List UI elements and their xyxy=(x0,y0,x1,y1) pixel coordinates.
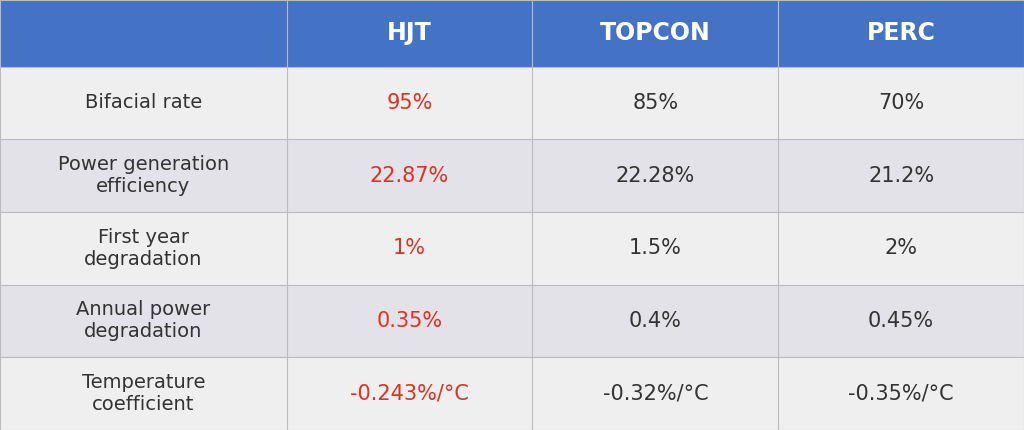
Bar xyxy=(532,212,778,285)
Text: 70%: 70% xyxy=(878,93,925,113)
Text: 22.28%: 22.28% xyxy=(615,166,695,186)
Bar xyxy=(287,139,532,212)
Bar xyxy=(532,357,778,430)
Text: 0.45%: 0.45% xyxy=(868,311,934,331)
Text: -0.35%/°C: -0.35%/°C xyxy=(848,384,954,404)
Bar xyxy=(287,357,532,430)
Bar xyxy=(778,139,1024,212)
Text: TOPCON: TOPCON xyxy=(600,22,711,45)
Bar xyxy=(0,67,287,139)
Bar xyxy=(778,357,1024,430)
Bar xyxy=(0,0,287,67)
Text: First year
degradation: First year degradation xyxy=(84,228,203,269)
Bar xyxy=(0,357,287,430)
Text: 0.35%: 0.35% xyxy=(377,311,442,331)
Bar xyxy=(778,285,1024,357)
Text: 22.87%: 22.87% xyxy=(370,166,450,186)
Text: 21.2%: 21.2% xyxy=(868,166,934,186)
Text: HJT: HJT xyxy=(387,22,432,45)
Bar xyxy=(778,67,1024,139)
Text: Annual power
degradation: Annual power degradation xyxy=(76,301,211,341)
Text: 85%: 85% xyxy=(632,93,679,113)
Bar xyxy=(778,0,1024,67)
Bar xyxy=(532,0,778,67)
Bar xyxy=(532,285,778,357)
Text: -0.32%/°C: -0.32%/°C xyxy=(602,384,709,404)
Bar xyxy=(287,285,532,357)
Text: 95%: 95% xyxy=(386,93,433,113)
Text: Bifacial rate: Bifacial rate xyxy=(85,93,202,113)
Text: -0.243%/°C: -0.243%/°C xyxy=(350,384,469,404)
Bar xyxy=(0,212,287,285)
Bar xyxy=(0,139,287,212)
Text: PERC: PERC xyxy=(866,22,936,45)
Bar xyxy=(0,285,287,357)
Bar xyxy=(532,139,778,212)
Bar xyxy=(778,212,1024,285)
Bar xyxy=(532,67,778,139)
Bar xyxy=(287,212,532,285)
Text: Power generation
efficiency: Power generation efficiency xyxy=(57,155,229,196)
Text: 0.4%: 0.4% xyxy=(629,311,682,331)
Bar xyxy=(287,67,532,139)
Text: 1%: 1% xyxy=(393,238,426,258)
Text: 1.5%: 1.5% xyxy=(629,238,682,258)
Text: 2%: 2% xyxy=(885,238,918,258)
Bar xyxy=(287,0,532,67)
Text: Temperature
coefficient: Temperature coefficient xyxy=(82,373,205,414)
